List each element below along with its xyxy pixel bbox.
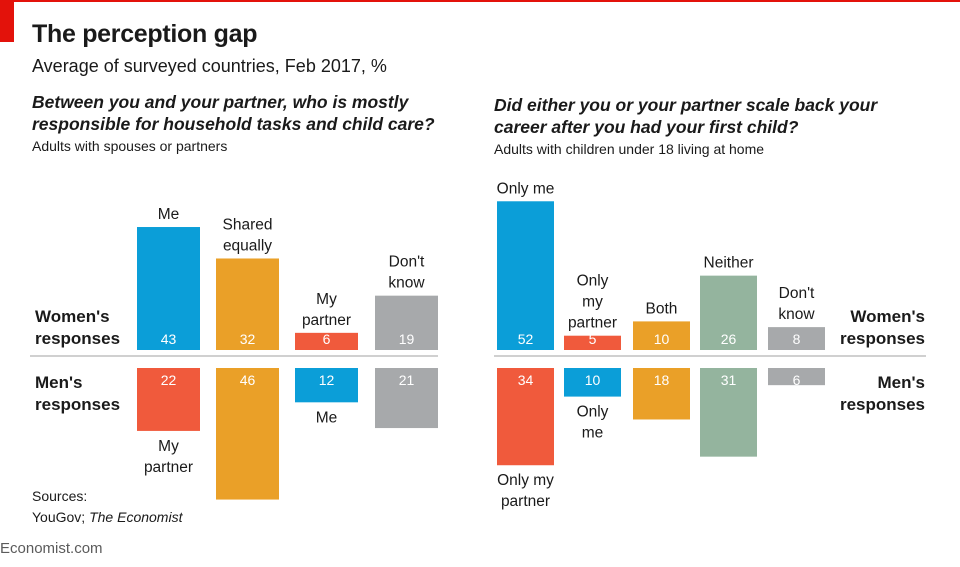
panel-2-women-label-3: Both bbox=[646, 300, 678, 317]
panel-2-women-value-5: 8 bbox=[793, 331, 801, 347]
panel-2-men-value-5: 6 bbox=[793, 372, 801, 388]
panel-2-women-bar-2 bbox=[564, 335, 621, 350]
panel-1-question-line-1: Between you and your partner, who is mos… bbox=[32, 92, 409, 112]
panel-1-men-bar-4 bbox=[375, 368, 438, 429]
panel-2-women-label-2: my bbox=[582, 294, 603, 311]
panel-2-men-value-1: 34 bbox=[518, 372, 534, 388]
panel-1-women-bar-3 bbox=[295, 332, 358, 350]
panel-1-women-value-1: 43 bbox=[161, 331, 177, 347]
top-rule bbox=[0, 0, 960, 2]
panel-1-men-value-4: 21 bbox=[399, 372, 415, 388]
source-economist: The Economist bbox=[89, 509, 183, 525]
panel-1-women-label-4: Don't bbox=[389, 254, 425, 271]
panel-1-men-label-3: Me bbox=[316, 409, 338, 426]
panel-2-men-value-2: 10 bbox=[585, 372, 601, 388]
panel-2-women-bar-4 bbox=[700, 275, 757, 350]
panel-2-women-value-2: 5 bbox=[589, 331, 597, 347]
panel-2-subtitle: Adults with children under 18 living at … bbox=[494, 141, 765, 157]
source-yougov: YouGov; bbox=[32, 509, 86, 525]
panel-2-women-label-1: Only me bbox=[497, 180, 555, 197]
panel-2-men-row-label: responses bbox=[840, 395, 925, 414]
panel-1-women-label-2: equally bbox=[223, 237, 272, 254]
panel-2-women-label-2: Only bbox=[577, 273, 609, 290]
panel-2-men-bar-3 bbox=[633, 368, 690, 420]
panel-1-question: Between you and your partner, who is mos… bbox=[32, 91, 435, 135]
chart-subtitle: Average of surveyed countries, Feb 2017,… bbox=[32, 56, 387, 76]
panel-2-men-value-4: 31 bbox=[721, 372, 737, 388]
panel-2-men-value-3: 18 bbox=[654, 372, 670, 388]
panel-2-women-label-2: partner bbox=[568, 315, 617, 332]
panel-2-question: Did either you or your partner scale bac… bbox=[494, 94, 877, 138]
footer-credit: Economist.com bbox=[0, 540, 103, 557]
panel-1-women-row-label: responses bbox=[35, 329, 120, 348]
sources-note: Sources: YouGov; The Economist bbox=[32, 486, 182, 528]
panel-1-men-label-1: My bbox=[158, 438, 179, 455]
panel-2-men-row-label: Men's bbox=[878, 373, 926, 392]
brand-tag bbox=[0, 0, 14, 42]
panel-1-men-label-1: partner bbox=[144, 459, 193, 476]
panel-2-women-bar-3 bbox=[633, 321, 690, 350]
chart-title: The perception gap bbox=[32, 20, 258, 48]
panel-1-women-label-3: My bbox=[316, 291, 337, 308]
panel-1-men-bar-3 bbox=[295, 368, 358, 403]
panel-2-women-label-5: know bbox=[778, 306, 815, 323]
panel-1-women-label-3: partner bbox=[302, 312, 351, 329]
panel-2-men-bar-5 bbox=[768, 368, 825, 386]
panel-2-women-value-4: 26 bbox=[721, 331, 737, 347]
panel-1-men-bar-1 bbox=[137, 368, 200, 431]
panel-1-men-value-2: 46 bbox=[240, 372, 256, 388]
panel-1-women-bar-2 bbox=[216, 258, 279, 350]
panel-2-women-value-3: 10 bbox=[654, 331, 670, 347]
panel-2-men-bar-2 bbox=[564, 368, 621, 397]
panel-2-women-label-5: Don't bbox=[779, 285, 815, 302]
panel-2-women-row-label: Women's bbox=[850, 307, 925, 326]
panel-1-women-bar-4 bbox=[375, 295, 438, 350]
panel-2-men-bar-4 bbox=[700, 368, 757, 457]
panel-1-women-bar-1 bbox=[137, 227, 200, 350]
panel-1-men-value-1: 22 bbox=[161, 372, 177, 388]
panel-1-men-bar-2 bbox=[216, 368, 279, 500]
panel-2-men-label-2: me bbox=[582, 425, 604, 442]
panel-1-women-label-2: Shared bbox=[223, 216, 273, 233]
panel-1-women-value-4: 19 bbox=[399, 331, 415, 347]
panel-2-men-label-1: partner bbox=[501, 493, 550, 510]
panel-2-men-bar-1 bbox=[497, 368, 554, 466]
panel-1-question-line-2: responsible for household tasks and chil… bbox=[32, 114, 435, 134]
panel-1-women-label-4: know bbox=[388, 275, 425, 292]
panel-2-women-row-label: responses bbox=[840, 329, 925, 348]
panel-1-women-row-label: Women's bbox=[35, 307, 110, 326]
panel-1-women-label-1: Me bbox=[158, 206, 180, 223]
panel-2-men-label-2: Only bbox=[577, 404, 609, 421]
panel-1-women-value-3: 6 bbox=[323, 331, 331, 347]
panel-2-men-label-1: Only my bbox=[497, 472, 554, 489]
panel-1-subtitle: Adults with spouses or partners bbox=[32, 138, 228, 154]
panel-2-question-line-2: career after you had your first child? bbox=[494, 117, 799, 137]
panel-2-women-label-4: Neither bbox=[704, 255, 754, 272]
panel-2-women-bar-1 bbox=[497, 201, 554, 350]
panel-2-question-line-1: Did either you or your partner scale bac… bbox=[494, 95, 878, 115]
sources-label: Sources: bbox=[32, 488, 88, 504]
panel-1-men-value-3: 12 bbox=[319, 372, 335, 388]
panel-2-women-value-1: 52 bbox=[518, 331, 534, 347]
panel-1-women-value-2: 32 bbox=[240, 331, 256, 347]
panel-1-men-row-label: Men's bbox=[35, 373, 83, 392]
panel-1-men-row-label: responses bbox=[35, 395, 120, 414]
panel-2-women-bar-5 bbox=[768, 327, 825, 350]
